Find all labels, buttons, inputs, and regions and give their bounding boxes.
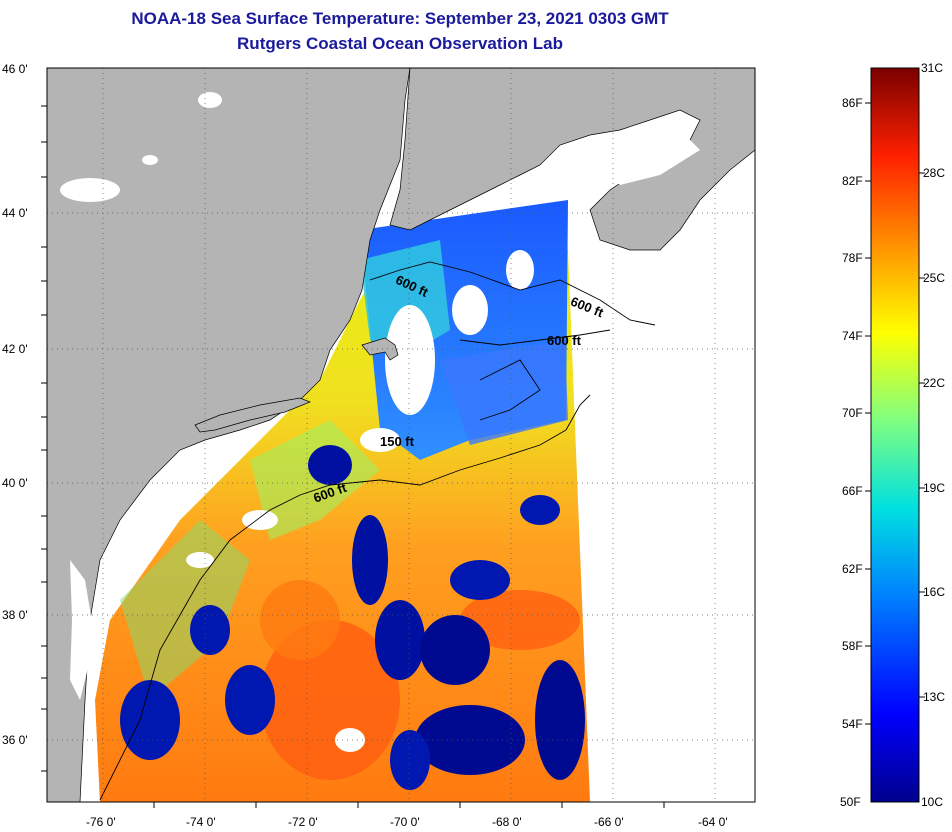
map-title: NOAA-18 Sea Surface Temperature: Septemb… xyxy=(131,9,669,28)
colorbar-c-label: 31C xyxy=(921,61,943,75)
colorbar-c-label: 19C xyxy=(923,481,945,495)
colorbar-c-label: 13C xyxy=(923,690,945,704)
colorbar-f-label: 78F xyxy=(842,251,863,265)
colorbar: 86F 82F 78F 74F 70F 66F 62F 58F 54F 50F … xyxy=(840,61,945,809)
graticule xyxy=(47,68,755,802)
inland-water xyxy=(60,92,700,700)
colorbar-f-label: 58F xyxy=(842,639,863,653)
x-tick-label: -70 0' xyxy=(390,815,420,829)
colorbar-c-label: 10C xyxy=(921,795,943,809)
x-tick-label: -64 0' xyxy=(698,815,728,829)
colorbar-c-label: 28C xyxy=(923,166,945,180)
contour-label-600-georges: 600 ft xyxy=(547,333,582,348)
y-tick-label: 38 0' xyxy=(2,608,28,622)
colorbar-c-label: 16C xyxy=(923,585,945,599)
map-subtitle: Rutgers Coastal Ocean Observation Lab xyxy=(237,34,563,53)
y-tick-label: 42 0' xyxy=(2,342,28,356)
x-tick-label: -76 0' xyxy=(86,815,116,829)
x-tick-label: -66 0' xyxy=(594,815,624,829)
colorbar-gradient xyxy=(870,67,920,803)
y-tick-label: 46 0' xyxy=(2,62,28,76)
colorbar-f-label: 54F xyxy=(842,717,863,731)
x-tick-label: -74 0' xyxy=(186,815,216,829)
contour-label-150: 150 ft xyxy=(380,434,415,449)
y-tick-label: 36 0' xyxy=(2,733,28,747)
colorbar-f-label: 86F xyxy=(842,96,863,110)
map-border xyxy=(46,67,756,803)
y-tick-label: 40 0' xyxy=(2,476,28,490)
y-tick-label: 44 0' xyxy=(2,206,28,220)
colorbar-c-label: 22C xyxy=(923,376,945,390)
colorbar-f-label: 50F xyxy=(840,795,861,809)
x-tick-label: -72 0' xyxy=(288,815,318,829)
x-tick-label: -68 0' xyxy=(492,815,522,829)
land xyxy=(47,68,755,802)
colorbar-f-label: 62F xyxy=(842,562,863,576)
sst-swath xyxy=(95,200,590,802)
colorbar-ticks xyxy=(865,102,925,725)
axis-ticks xyxy=(41,105,665,808)
colorbar-f-label: 82F xyxy=(842,174,863,188)
colorbar-f-label: 70F xyxy=(842,406,863,420)
isobaths xyxy=(99,261,656,801)
colorbar-c-label: 25C xyxy=(923,271,945,285)
sst-map: 600 ft 600 ft 600 ft 150 ft 600 ft 46 0'… xyxy=(2,62,756,829)
colorbar-f-label: 66F xyxy=(842,484,863,498)
colorbar-f-label: 74F xyxy=(842,329,863,343)
